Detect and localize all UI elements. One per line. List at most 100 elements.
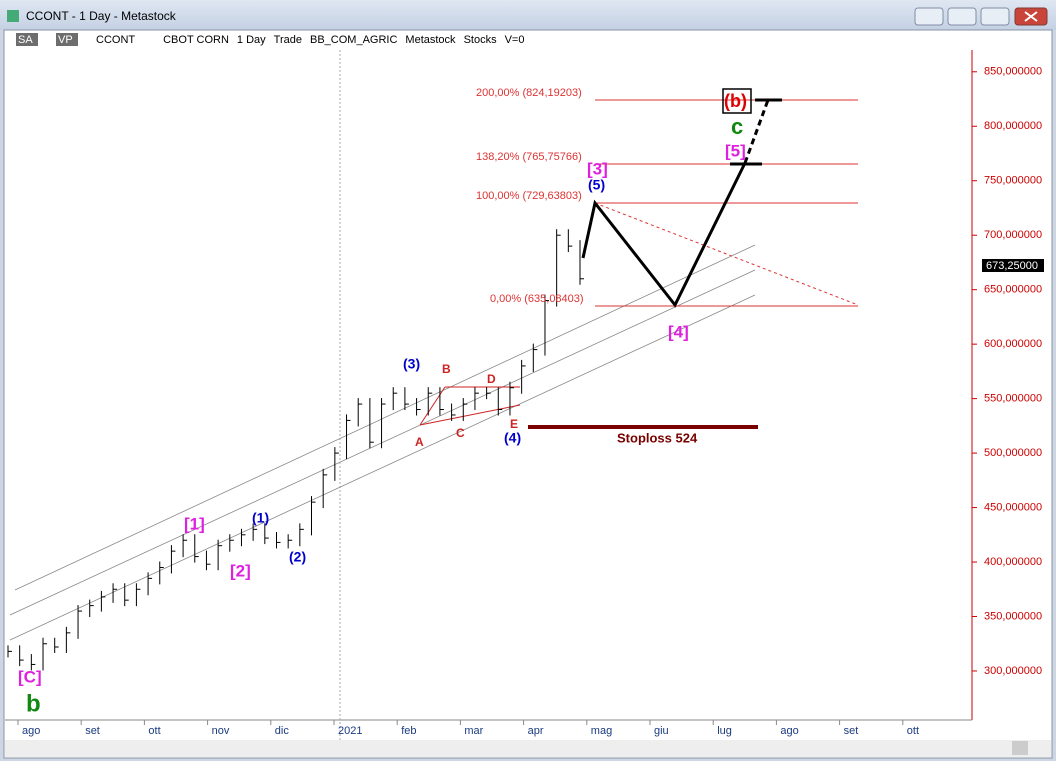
x-tick-label: nov — [212, 725, 230, 737]
x-tick-label: set — [844, 725, 859, 737]
drawings — [9, 88, 859, 641]
toolbar-item: V=0 — [505, 34, 525, 46]
fib-lines — [595, 99, 858, 307]
price-bar — [252, 523, 258, 541]
price-bar — [567, 229, 573, 253]
wave-label: (b) — [724, 91, 747, 111]
price-bar — [30, 654, 36, 671]
wave-label: E — [510, 417, 518, 431]
fib-label: 200,00% (824,19203) — [476, 87, 582, 99]
x-tick-label: giu — [654, 725, 669, 737]
toolbar-button[interactable] — [56, 33, 78, 46]
maximize-button[interactable] — [980, 7, 1010, 26]
wave-label: C — [456, 426, 465, 440]
x-tick-label: mag — [591, 725, 612, 737]
app-icon — [7, 10, 19, 22]
wave-label: b — [26, 690, 41, 717]
x-tick-label: ott — [148, 725, 160, 737]
wave-label: A — [415, 435, 424, 449]
wave-label: (5) — [588, 177, 605, 193]
x-tick-label: ago — [780, 725, 798, 737]
toolbar-item: VP — [58, 34, 73, 46]
wave-label: [C] — [18, 667, 42, 686]
toolbar-item: Stocks — [464, 34, 498, 46]
price-bar — [240, 528, 246, 547]
y-tick-label: 800,000000 — [984, 120, 1042, 132]
fib-label: 138,20% (765,75766) — [476, 151, 582, 163]
wave-label: (4) — [504, 430, 521, 446]
wave-label: [5] — [725, 141, 746, 160]
y-tick-label: 450,000000 — [984, 501, 1042, 513]
price-bar — [311, 496, 316, 536]
wave-label: [1] — [184, 514, 205, 533]
price-bar — [264, 523, 269, 545]
price-bar — [287, 534, 293, 549]
fib-diagonal — [594, 202, 859, 306]
price-bar — [439, 387, 444, 416]
stoploss-label: Stoploss 524 — [617, 430, 698, 445]
y-tick-label: 500,000000 — [984, 447, 1042, 459]
minimize-button[interactable] — [947, 7, 977, 26]
wave-label: (3) — [403, 356, 420, 372]
price-bar — [54, 637, 59, 654]
last-price: 673,25000 — [986, 260, 1038, 272]
fib-label: 0,00% (635,08403) — [490, 293, 584, 305]
x-tick-label: lug — [717, 725, 732, 737]
toolbar-item: Metastock — [405, 34, 456, 46]
scrollbar[interactable] — [5, 740, 1051, 757]
price-bar — [147, 572, 153, 596]
price-bar — [135, 583, 141, 607]
wave-projection-dashed — [743, 99, 770, 164]
price-bar — [486, 387, 491, 400]
toolbar-item: 1 Day — [237, 34, 266, 46]
target-marks — [730, 98, 782, 166]
wave-label: D — [487, 372, 496, 386]
price-bar — [346, 414, 351, 460]
price-bar — [521, 359, 526, 394]
fib-label: 100,00% (729,63803) — [476, 190, 582, 202]
price-bar — [509, 381, 514, 416]
price-bar — [65, 626, 71, 654]
y-tick-label: 350,000000 — [984, 610, 1042, 622]
price-bar — [381, 398, 386, 449]
price-bar — [532, 343, 538, 372]
price-bar — [392, 387, 398, 411]
y-tick-label: 300,000000 — [984, 665, 1042, 677]
y-tick-label: 850,000000 — [984, 66, 1042, 78]
toolbar-item: CBOT CORN — [163, 34, 229, 46]
toolbar-item: BB_COM_AGRIC — [310, 34, 397, 46]
price-bar — [42, 637, 48, 671]
window-title: CCONT - 1 Day - Metastock — [26, 9, 177, 23]
wave-label: (2) — [289, 549, 306, 565]
price-bar — [77, 605, 83, 639]
x-tick-label: dic — [275, 725, 290, 737]
b-box — [722, 88, 752, 114]
price-bar — [497, 387, 503, 416]
toolbar-item: CCONT — [96, 34, 135, 46]
channel-lines — [9, 244, 756, 641]
toolbar-button[interactable] — [16, 33, 38, 46]
y-tick-label: 600,000000 — [984, 338, 1042, 350]
wave-projection — [581, 162, 747, 308]
scroll-thumb[interactable] — [1012, 741, 1028, 755]
price-bar — [194, 534, 199, 563]
y-tick-label: 550,000000 — [984, 393, 1042, 405]
price-bar — [427, 387, 433, 416]
y-tick-label: 650,000000 — [984, 284, 1042, 296]
x-tick-label: feb — [401, 725, 416, 737]
price-bar — [100, 590, 106, 612]
price-bar — [416, 398, 421, 416]
price-bar — [7, 645, 12, 658]
price-bar — [474, 387, 479, 411]
price-bar — [124, 583, 129, 607]
x-tick-label: 2021 — [338, 725, 362, 737]
wave-label: [2] — [230, 561, 251, 580]
price-bar — [462, 398, 468, 421]
price-bar — [89, 599, 94, 618]
price-bar — [170, 545, 176, 574]
chart-panel — [3, 29, 1053, 759]
price-bar — [112, 583, 118, 603]
restore-button[interactable] — [914, 7, 944, 26]
x-tick-label: ott — [907, 725, 919, 737]
y-tick-label: 750,000000 — [984, 175, 1042, 187]
